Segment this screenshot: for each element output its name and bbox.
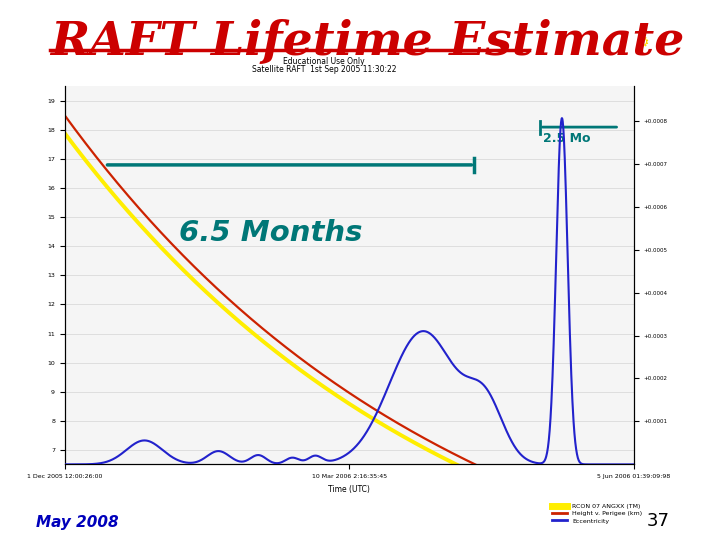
Text: RAFT Lifetime Estimate: RAFT Lifetime Estimate — [50, 19, 685, 65]
Text: May 2008: May 2008 — [36, 515, 119, 530]
Text: Satellite RAFT  1st Sep 2005 11:30:22: Satellite RAFT 1st Sep 2005 11:30:22 — [252, 65, 396, 74]
Legend: RCON 07 ANGXX (TM), Height v. Perigee (km), Eccentricity: RCON 07 ANGXX (TM), Height v. Perigee (k… — [549, 501, 645, 526]
Text: 2.5 Mo: 2.5 Mo — [543, 132, 590, 145]
Text: Educational Use Only: Educational Use Only — [283, 57, 365, 66]
Text: 6.5 Months: 6.5 Months — [179, 219, 362, 246]
Text: 37: 37 — [647, 512, 670, 530]
X-axis label: Time (UTC): Time (UTC) — [328, 485, 370, 494]
Text: 2007: 2007 — [557, 37, 584, 47]
Text: ⚙: ⚙ — [636, 35, 649, 49]
